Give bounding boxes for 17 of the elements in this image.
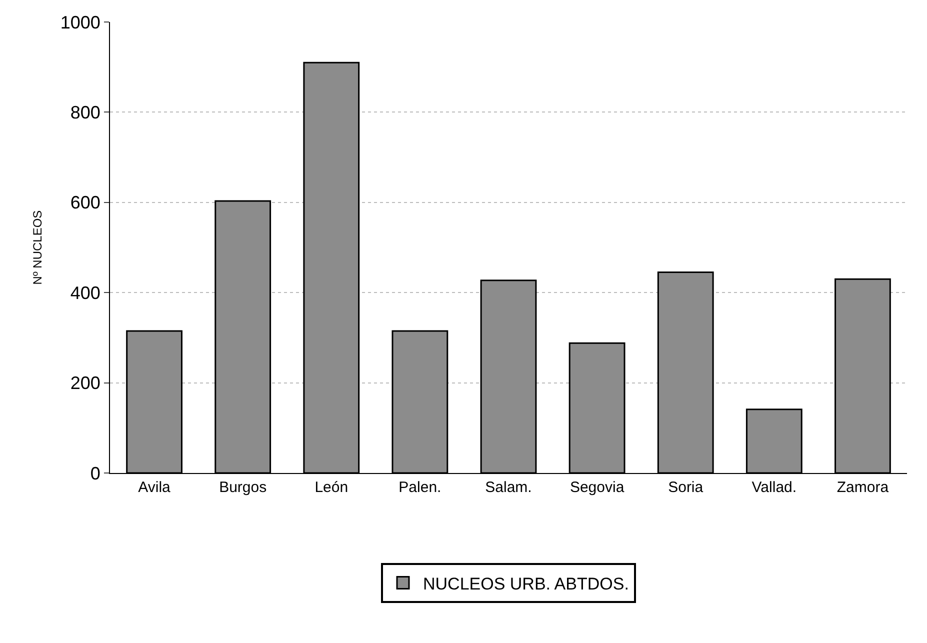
y-tick-label: 0: [90, 463, 100, 484]
y-tick-label: 600: [70, 192, 100, 213]
x-tick-label: Segovia: [570, 479, 625, 496]
y-tick-label: 800: [70, 102, 100, 122]
y-tick-label: 1000: [60, 12, 100, 32]
x-tick-label: Burgos: [219, 479, 267, 496]
y-tick-label: 200: [70, 373, 100, 394]
x-tick-label: Palen.: [398, 479, 442, 496]
x-tick-label: Soria: [668, 479, 704, 496]
x-tick-label: Vallad.: [752, 479, 797, 496]
x-tick-label: Avila: [138, 479, 172, 496]
legend-label: NUCLEOS URB. ABTDOS.: [423, 574, 629, 594]
x-tick-label: Salam.: [485, 479, 532, 496]
y-axis-title: Nº NUCLEOS: [30, 210, 45, 285]
x-tick-label: León: [314, 479, 348, 496]
y-tick-label: 400: [70, 282, 100, 303]
x-tick-label: Zamora: [836, 479, 890, 496]
